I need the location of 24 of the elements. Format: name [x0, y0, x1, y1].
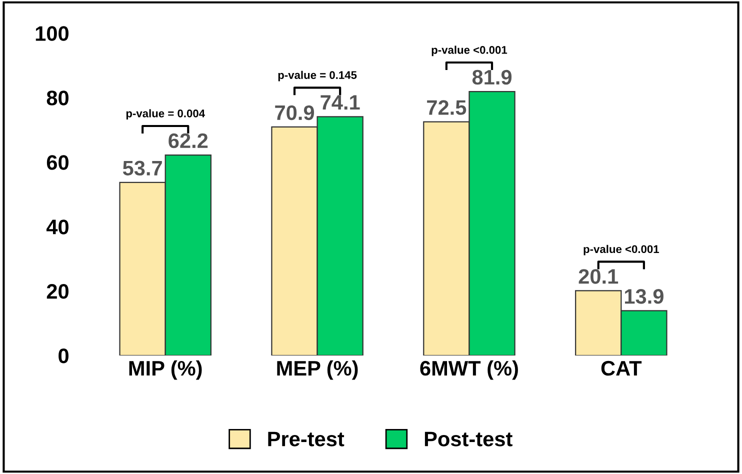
x-tick-label: MEP (%)	[277, 360, 358, 380]
annotation: p-value = 0.004	[126, 109, 205, 120]
legend-label: Post-test	[424, 432, 512, 446]
annotation: p-value <0.001	[584, 244, 659, 256]
annotation: p-value <0.001	[432, 46, 508, 56]
data-label: 72.5	[427, 100, 466, 115]
x-tick-label: CAT	[601, 360, 642, 376]
data-label: 62.2	[168, 133, 208, 148]
y-tick-label: 40	[46, 220, 68, 234]
annotation: p-value = 0.145	[278, 70, 357, 82]
data-label: 70.9	[275, 105, 314, 120]
data-label: 20.1	[578, 269, 618, 284]
y-tick-label: 20	[46, 284, 68, 299]
y-tick-label: 0	[58, 348, 68, 364]
data-label: 74.1	[320, 95, 360, 110]
y-tick-label: 80	[46, 90, 68, 106]
y-tick-label: 60	[46, 155, 68, 170]
y-tick-label: 100	[36, 26, 68, 41]
data-label: 81.9	[472, 70, 512, 85]
x-tick-label: 6MWT (%)	[420, 360, 518, 380]
legend-label: Pre-test	[268, 432, 344, 446]
data-label: 53.7	[122, 160, 162, 176]
x-tick-label: MIP (%)	[129, 360, 202, 380]
data-label: 13.9	[624, 289, 664, 304]
